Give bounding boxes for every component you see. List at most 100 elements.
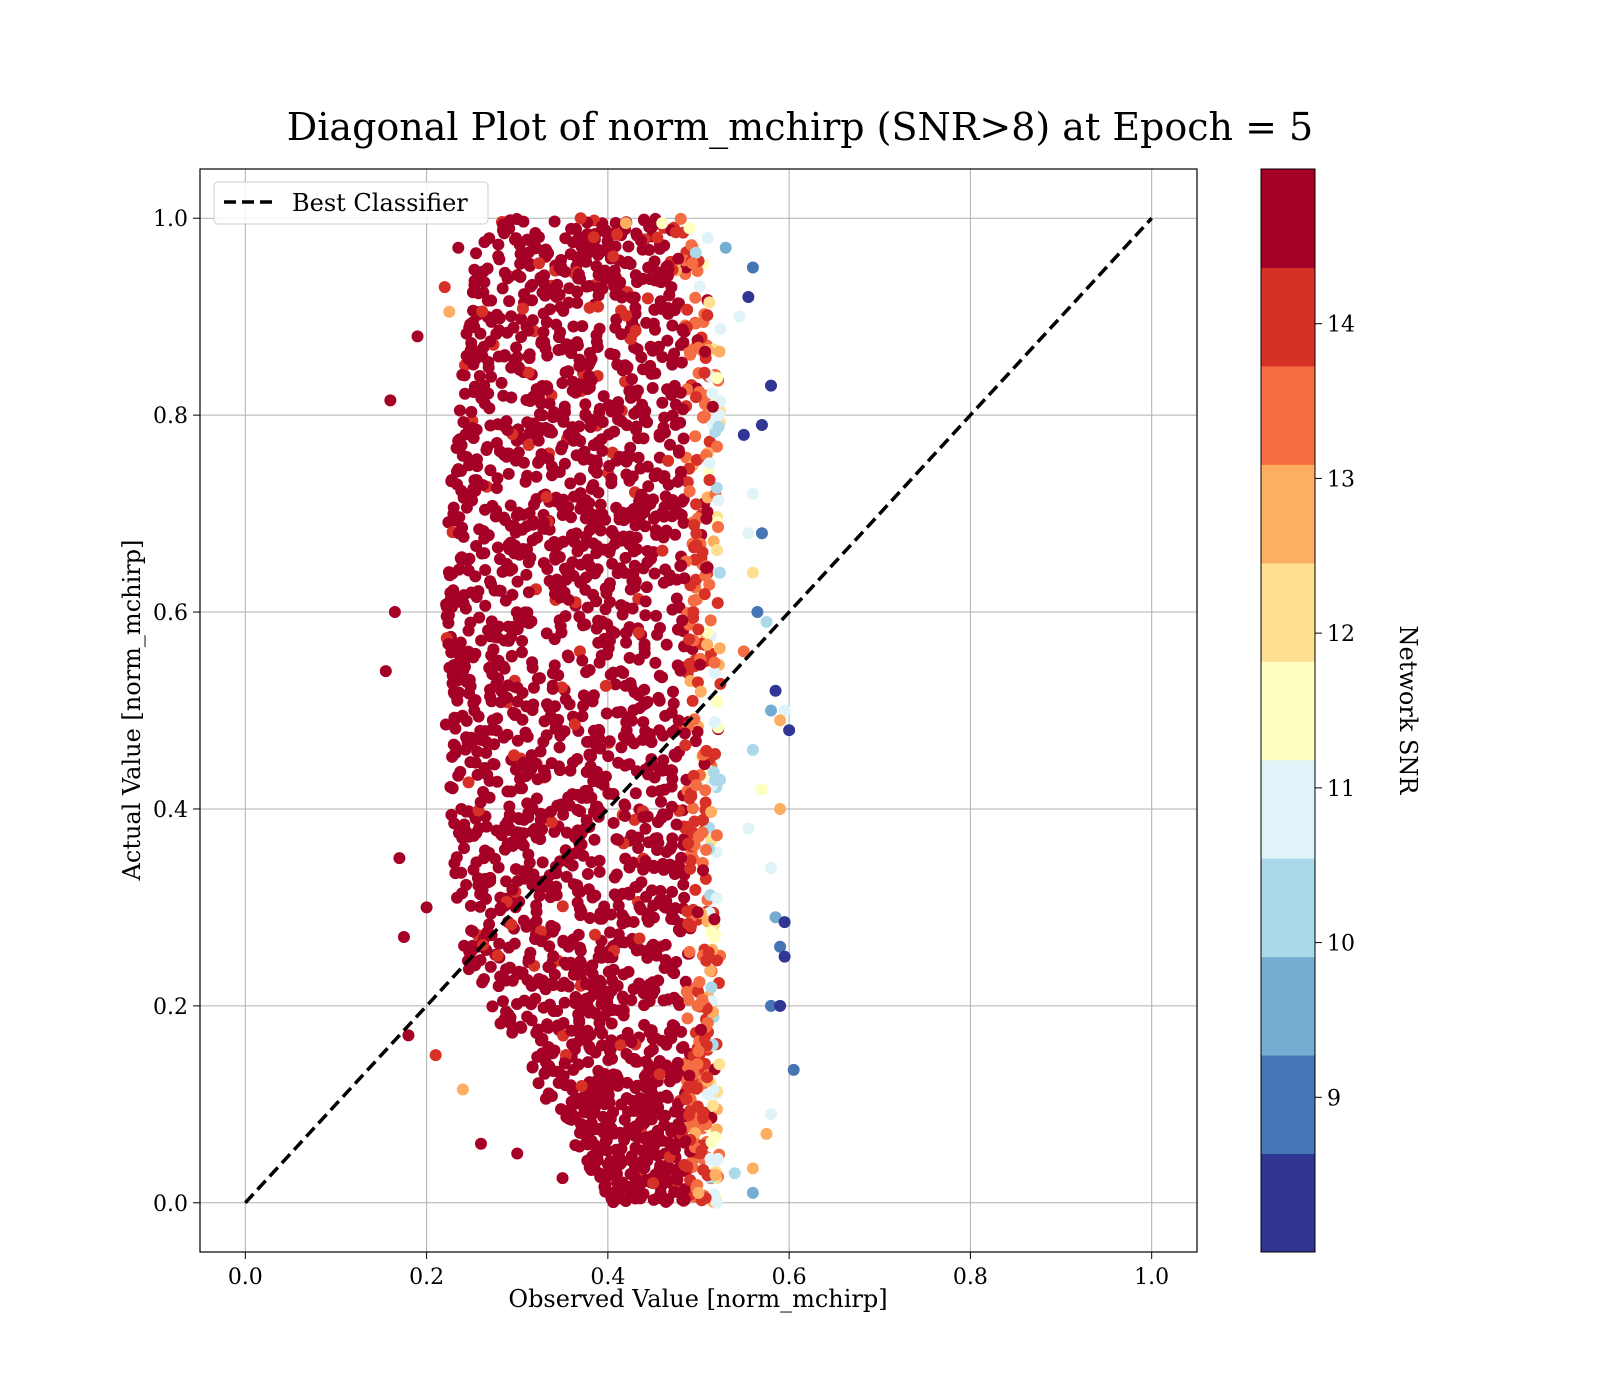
scatter-point xyxy=(623,758,636,771)
scatter-point xyxy=(712,420,725,433)
scatter-point xyxy=(678,727,691,740)
scatter-point-27 xyxy=(733,310,746,323)
scatter-point xyxy=(705,981,718,994)
scatter-point xyxy=(526,661,539,674)
scatter-point xyxy=(558,996,571,1009)
scatter-point xyxy=(666,1063,679,1076)
scatter-point xyxy=(564,248,577,261)
scatter-point xyxy=(468,263,481,276)
scatter-point xyxy=(643,1063,656,1076)
scatter-point xyxy=(541,380,554,393)
scatter-point xyxy=(708,913,721,926)
scatter-point xyxy=(703,578,716,591)
colorbar-segment-4 xyxy=(1261,759,1315,859)
scatter-point xyxy=(695,1144,708,1157)
scatter-point xyxy=(616,1176,629,1189)
scatter-point xyxy=(602,951,615,964)
scatter-point xyxy=(615,741,628,754)
scatter-point xyxy=(607,250,620,263)
scatter-point xyxy=(582,1056,595,1069)
y-tick-label-3: 0.6 xyxy=(153,601,188,626)
colorbar-segment-0 xyxy=(1261,1153,1315,1253)
scatter-point xyxy=(551,409,564,422)
scatter-point xyxy=(501,728,514,741)
scatter-point xyxy=(691,725,704,738)
scatter-point xyxy=(556,376,569,389)
scatter-point xyxy=(553,741,566,754)
scatter-point xyxy=(580,255,593,268)
scatter-point xyxy=(683,345,696,358)
scatter-point xyxy=(462,624,475,637)
scatter-point xyxy=(592,243,605,256)
scatter-point xyxy=(636,1144,649,1157)
scatter-point xyxy=(627,1104,640,1117)
scatter-point xyxy=(690,453,703,466)
scatter-point xyxy=(644,497,657,510)
scatter-point xyxy=(577,1119,590,1132)
scatter-point xyxy=(643,243,656,256)
scatter-point xyxy=(483,232,496,245)
scatter-point xyxy=(624,472,637,485)
scatter-point xyxy=(707,1083,720,1096)
scatter-point xyxy=(657,421,670,434)
scatter-point xyxy=(526,802,539,815)
scatter-point xyxy=(580,791,593,804)
scatter-point xyxy=(666,494,679,507)
colorbar-segment-9 xyxy=(1261,267,1315,367)
scatter-point xyxy=(670,1168,683,1181)
y-tick-label-4: 0.8 xyxy=(153,404,188,429)
scatter-point xyxy=(654,784,667,797)
scatter-point xyxy=(553,466,566,479)
scatter-point xyxy=(700,512,713,525)
scatter-point xyxy=(512,446,525,459)
scatter-point xyxy=(608,871,621,884)
x-axis-label: Observed Value [norm_mchirp] xyxy=(508,1285,887,1313)
scatter-point-39 xyxy=(778,704,791,717)
scatter-point-52 xyxy=(765,1108,778,1121)
scatter-point xyxy=(659,1109,672,1122)
scatter-point xyxy=(640,890,653,903)
scatter-point xyxy=(619,679,632,692)
scatter-point xyxy=(655,812,668,825)
scatter-point xyxy=(548,825,561,838)
scatter-point xyxy=(472,710,485,723)
scatter-point xyxy=(674,416,687,429)
scatter-point xyxy=(653,1055,666,1068)
scatter-point xyxy=(486,668,499,681)
scatter-point xyxy=(571,789,584,802)
scatter-point xyxy=(517,456,530,469)
scatter-point-11 xyxy=(452,241,465,254)
scatter-point xyxy=(668,967,681,980)
scatter-point xyxy=(591,540,604,553)
scatter-point xyxy=(649,656,662,669)
scatter-point xyxy=(448,711,461,724)
scatter-point xyxy=(560,870,573,883)
scatter-point xyxy=(601,1111,614,1124)
scatter-point xyxy=(665,912,678,925)
scatter-point xyxy=(711,695,724,708)
scatter-point xyxy=(602,787,615,800)
scatter-point xyxy=(483,846,496,859)
scatter-point xyxy=(452,527,465,540)
legend-box xyxy=(213,181,489,225)
scatter-point-30 xyxy=(742,290,755,303)
scatter-point xyxy=(535,335,548,348)
scatter-point xyxy=(558,1057,571,1070)
scatter-point xyxy=(704,964,717,977)
scatter-point xyxy=(611,228,624,241)
scatter-point xyxy=(455,866,468,879)
scatter-point xyxy=(577,689,590,702)
scatter-point xyxy=(500,447,513,460)
scatter-point xyxy=(532,1077,545,1090)
scatter-point-5 xyxy=(402,1029,415,1042)
scatter-point xyxy=(474,954,487,967)
scatter-point xyxy=(690,498,703,511)
scatter-point xyxy=(603,238,616,251)
scatter-point xyxy=(521,1010,534,1023)
scatter-point xyxy=(689,246,702,259)
scatter-point xyxy=(577,699,590,712)
scatter-point xyxy=(601,648,614,661)
scatter-point-9 xyxy=(438,281,451,294)
scatter-point xyxy=(612,833,625,846)
scatter-point xyxy=(646,1077,659,1090)
